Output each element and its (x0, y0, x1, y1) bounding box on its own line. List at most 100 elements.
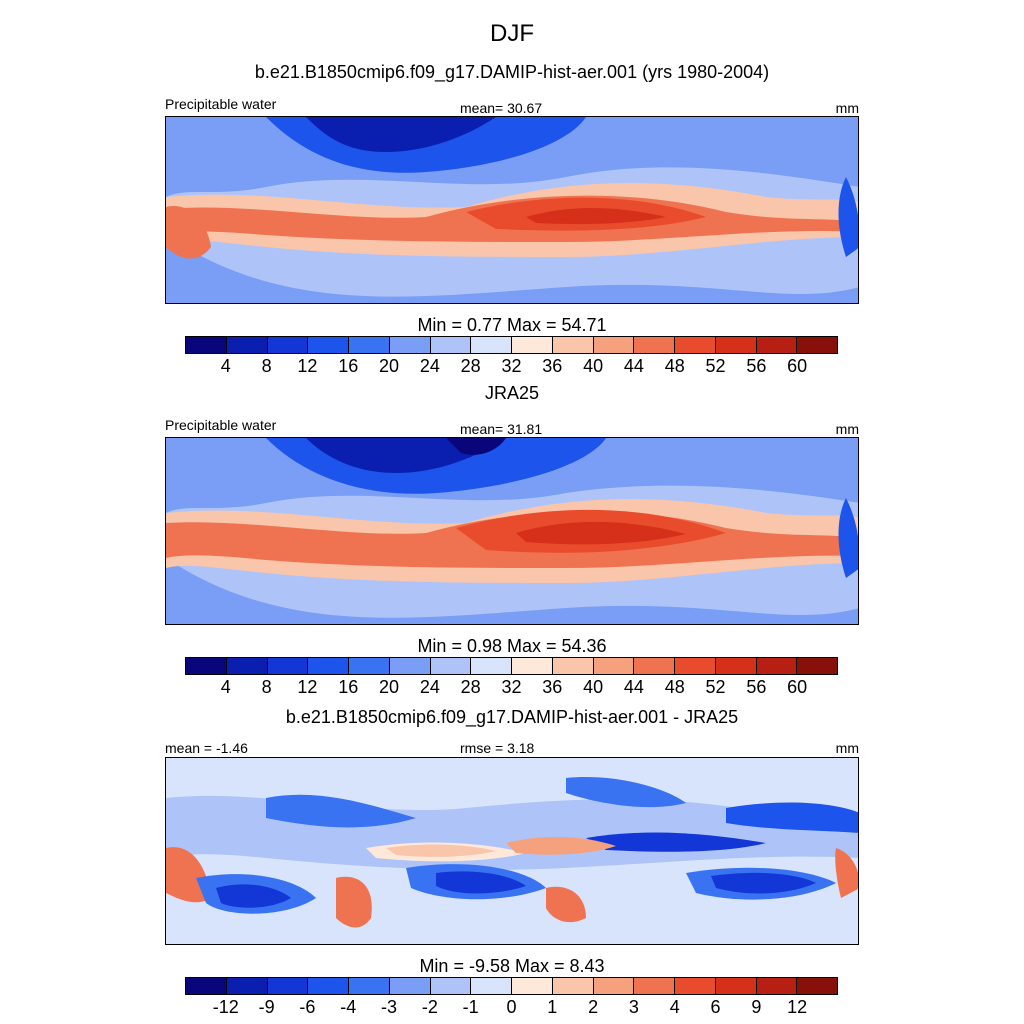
colorbar-segment (756, 337, 798, 353)
panel3-rmse-label: rmse = 3.18 (460, 740, 535, 756)
colorbar-tick-label: 32 (501, 677, 522, 697)
colorbar-segment (430, 658, 472, 674)
colorbar-tick-label: 48 (664, 677, 685, 697)
colorbar-segment (593, 337, 635, 353)
colorbar-tick-label: 36 (542, 677, 563, 697)
colorbar-tick-label: 16 (338, 677, 359, 697)
colorbar-segment (756, 658, 798, 674)
colorbar-segment (389, 337, 431, 353)
colorbar-segment (593, 978, 635, 994)
colorbar-segment (471, 337, 512, 353)
colorbar-segment (552, 337, 594, 353)
colorbar-segment (512, 658, 553, 674)
colorbar-segment (552, 658, 594, 674)
colorbar-tick-label: 56 (746, 356, 767, 376)
colorbar-tick-label: -12 (212, 997, 239, 1017)
colorbar-tick-label: -1 (462, 997, 479, 1017)
panel1-mean-label: mean= 30.67 (460, 100, 543, 116)
colorbar-tick-label: -2 (421, 997, 438, 1017)
colorbar-tick-label: 24 (419, 677, 440, 697)
colorbar-segment (186, 337, 227, 353)
colorbar-tick-label: -9 (258, 997, 275, 1017)
colorbar-segment (797, 337, 837, 353)
colorbar-tick-label: 6 (710, 997, 721, 1017)
panel3-mean-label: mean = -1.46 (165, 740, 248, 756)
colorbar-segment (634, 337, 675, 353)
colorbar-segment (186, 658, 227, 674)
colorbar-tick-label: 4 (669, 997, 680, 1017)
panel2-map-field (166, 438, 858, 624)
colorbar-tick-label: 3 (628, 997, 639, 1017)
colorbar-tick-label: 28 (460, 356, 481, 376)
colorbar-segment (634, 658, 675, 674)
colorbar-segment (675, 658, 716, 674)
colorbar-tick-label: 2 (588, 997, 599, 1017)
colorbar-tick-label: -3 (381, 997, 398, 1017)
colorbar-segment (267, 658, 309, 674)
colorbar-segment (226, 337, 268, 353)
colorbar-tick-label: 8 (261, 677, 272, 697)
colorbar-tick-label: 24 (419, 356, 440, 376)
panel1-colorbar-ticks: 4 8 12 16 20 24 28 32 36 40 44 48 52 56 60 (185, 356, 838, 378)
colorbar-segment (308, 337, 349, 353)
panel3-units-label: mm (835, 740, 859, 756)
colorbar-segment (186, 978, 227, 994)
panel2-minmax: Min = 0.98 Max = 54.36 (417, 636, 607, 656)
colorbar-segment (226, 658, 268, 674)
colorbar-segment (715, 978, 757, 994)
colorbar-tick-label: 44 (623, 677, 644, 697)
panel2-colorbar (185, 657, 838, 675)
colorbar-segment (308, 658, 349, 674)
panel1-variable-label: Precipitable water (165, 96, 277, 112)
panel1-colorbar (185, 336, 838, 354)
model-title: b.e21.B1850cmip6.f09_g17.DAMIP-hist-aer.… (254, 62, 770, 82)
panel3-map (165, 757, 859, 945)
panel2-mean-label: mean= 31.81 (460, 421, 543, 437)
colorbar-tick-label: 20 (379, 677, 400, 697)
colorbar-tick-label: 40 (583, 356, 604, 376)
figure-title: DJF (490, 20, 534, 47)
colorbar-tick-label: 40 (583, 677, 604, 697)
colorbar-segment (430, 978, 472, 994)
panel1-map-field (166, 117, 858, 303)
colorbar-segment (512, 978, 553, 994)
colorbar-segment (756, 978, 798, 994)
colorbar-segment (389, 978, 431, 994)
colorbar-tick-label: 32 (501, 356, 522, 376)
colorbar-tick-label: 60 (787, 356, 808, 376)
colorbar-tick-label: 1 (547, 997, 558, 1017)
colorbar-tick-label: 0 (506, 997, 517, 1017)
colorbar-segment (797, 658, 837, 674)
colorbar-segment (349, 658, 390, 674)
colorbar-segment (715, 337, 757, 353)
colorbar-segment (675, 978, 716, 994)
colorbar-segment (634, 978, 675, 994)
colorbar-segment (471, 978, 512, 994)
colorbar-segment (797, 978, 837, 994)
colorbar-tick-label: 8 (261, 356, 272, 376)
panel3-map-field (166, 758, 858, 944)
colorbar-segment (471, 658, 512, 674)
panel1-minmax: Min = 0.77 Max = 54.71 (417, 315, 607, 335)
colorbar-segment (593, 658, 635, 674)
colorbar-tick-label: 56 (746, 677, 767, 697)
panel3-colorbar-ticks: -12 -9 -6 -4 -3 -2 -1 0 1 2 3 4 6 9 12 (185, 997, 838, 1019)
panel1-units-label: mm (835, 100, 859, 116)
colorbar-tick-label: 12 (787, 997, 808, 1017)
panel2-colorbar-ticks: 4 8 12 16 20 24 28 32 36 40 44 48 52 56 60 (185, 677, 838, 699)
colorbar-tick-label: 60 (787, 677, 808, 697)
colorbar-tick-label: 28 (460, 677, 481, 697)
colorbar-segment (389, 658, 431, 674)
colorbar-segment (675, 337, 716, 353)
panel3-colorbar (185, 977, 838, 995)
panel2-header: JRA25 (484, 383, 540, 403)
colorbar-tick-label: -6 (299, 997, 316, 1017)
panel2-map (165, 437, 859, 625)
colorbar-segment (552, 978, 594, 994)
colorbar-tick-label: 20 (379, 356, 400, 376)
colorbar-tick-label: 52 (705, 356, 726, 376)
colorbar-tick-label: 52 (705, 677, 726, 697)
colorbar-tick-label: 36 (542, 356, 563, 376)
colorbar-tick-label: 44 (623, 356, 644, 376)
colorbar-segment (267, 337, 309, 353)
